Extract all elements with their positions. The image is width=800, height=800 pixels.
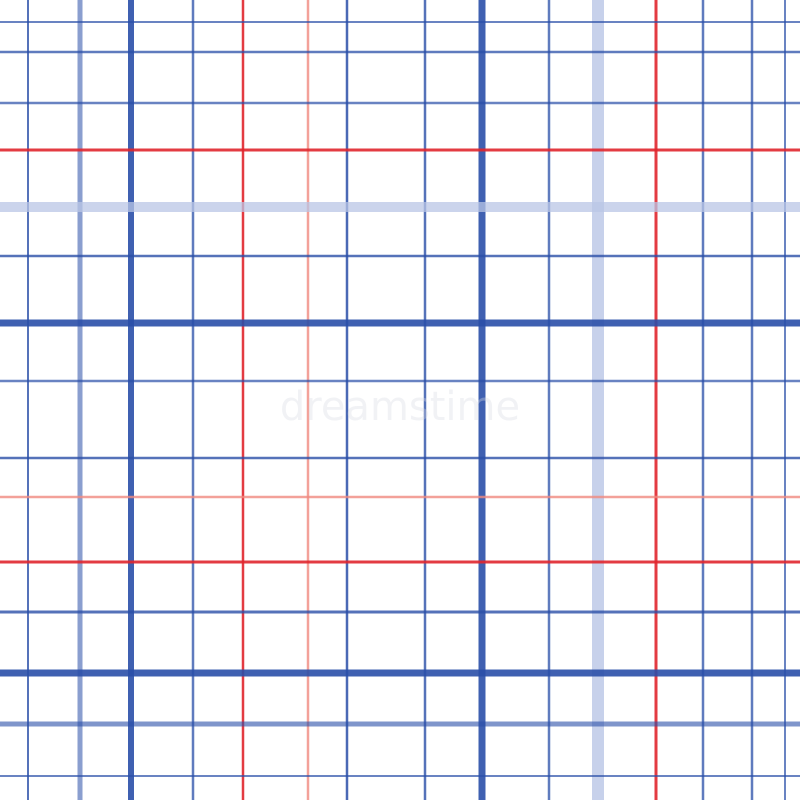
horizontal-stripes	[0, 21, 800, 777]
watermark: dreamstime	[280, 384, 520, 430]
vertical-stripes	[27, 0, 786, 800]
